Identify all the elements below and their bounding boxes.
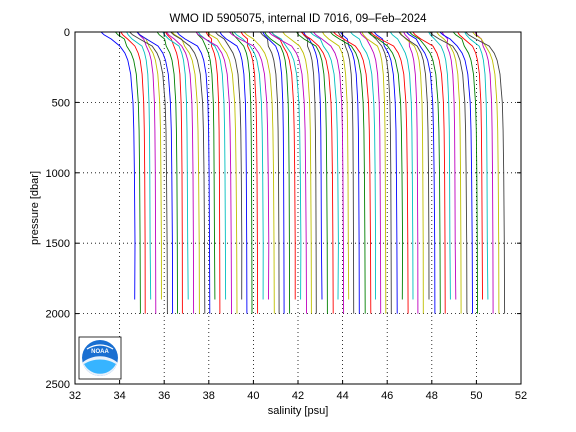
profile-line	[120, 31, 146, 314]
x-tick-label: 38	[203, 390, 215, 402]
profile-line	[231, 31, 253, 314]
profile-line	[398, 31, 430, 300]
profile-line	[303, 31, 323, 300]
profile-line	[361, 31, 387, 314]
profile-line	[129, 31, 168, 314]
profile-line	[264, 31, 291, 314]
profile-line	[115, 31, 141, 314]
x-tick-label: 52	[515, 390, 527, 402]
x-tick-label: 32	[69, 390, 81, 402]
profile-line	[429, 31, 468, 314]
profile-line	[452, 31, 478, 314]
profile-line	[428, 31, 451, 300]
profile-line	[195, 31, 232, 314]
x-tick-label: 48	[426, 390, 438, 402]
profile-line	[195, 31, 216, 300]
profile-line	[436, 31, 462, 314]
x-axis-label: salinity [psu]	[268, 405, 329, 417]
profile-line	[465, 31, 506, 314]
profile-line	[406, 31, 436, 314]
y-tick-label: 2500	[46, 379, 70, 391]
x-tick-label: 50	[470, 390, 482, 402]
profile-line	[282, 31, 312, 314]
profile-line	[176, 31, 211, 314]
y-tick-label: 1500	[46, 238, 70, 250]
profile-line	[329, 31, 366, 314]
x-axis-ticks: 32 34 36 38 40 42 44 46 48 50 52	[69, 32, 527, 402]
profile-line	[403, 31, 419, 314]
profile-line	[100, 31, 136, 300]
grid-lines	[75, 32, 521, 384]
profile-line	[162, 31, 189, 300]
profile-line	[219, 31, 248, 314]
x-tick-label: 44	[336, 390, 348, 402]
profile-line	[271, 31, 296, 300]
profile-line	[205, 31, 221, 314]
profile-line	[464, 31, 489, 300]
profile-line	[412, 31, 446, 314]
y-axis-label: pressure [dbar]	[29, 171, 41, 245]
profile-line	[206, 31, 238, 314]
profile-line	[165, 31, 183, 314]
profile-line	[370, 31, 409, 314]
profile-line	[313, 31, 345, 314]
profile-line	[350, 31, 377, 300]
x-tick-label: 42	[292, 390, 304, 402]
profile-line	[367, 31, 404, 300]
profile-line	[243, 31, 275, 314]
profile-line	[439, 31, 473, 314]
profile-line	[472, 31, 500, 314]
profile-series-group	[100, 31, 506, 314]
y-axis-ticks: 0 500 1000 1500 2000 2500	[46, 27, 521, 391]
profile-line	[268, 31, 307, 314]
profile-line	[126, 31, 152, 300]
noaa-logo: NOAA	[78, 336, 122, 380]
profile-line	[137, 31, 157, 314]
profile-line	[340, 31, 360, 314]
x-tick-label: 34	[113, 390, 125, 402]
profile-line	[259, 31, 280, 314]
profile-line	[270, 31, 302, 300]
y-tick-label: 2000	[46, 309, 70, 321]
profile-line	[156, 31, 178, 314]
x-tick-label: 40	[247, 390, 259, 402]
profile-line	[301, 31, 317, 314]
svg-text:NOAA: NOAA	[91, 349, 109, 355]
profile-line	[300, 31, 334, 314]
x-tick-label: 46	[381, 390, 393, 402]
y-tick-label: 1000	[46, 168, 70, 180]
profile-line	[399, 31, 424, 314]
profile-line	[409, 31, 441, 314]
chart-title: WMO ID 5905075, internal ID 7016, 09–Feb…	[170, 13, 428, 25]
profile-line	[359, 31, 382, 314]
profile-line	[373, 31, 398, 314]
profile-line	[229, 31, 270, 300]
profile-line	[233, 31, 264, 300]
profile-line	[322, 31, 350, 300]
profile-line	[136, 31, 174, 314]
profile-line	[369, 31, 392, 314]
y-tick-label: 500	[52, 97, 70, 109]
profile-line	[441, 31, 457, 300]
x-tick-label: 36	[158, 390, 170, 402]
y-tick-label: 0	[64, 27, 70, 39]
profile-line	[215, 31, 243, 300]
profile-line	[389, 31, 414, 300]
profile-line	[170, 31, 206, 314]
profile-line	[309, 31, 339, 300]
profile-line	[171, 31, 200, 314]
profile-line	[333, 31, 372, 314]
profile-line	[296, 31, 328, 314]
profile-line	[166, 31, 195, 314]
profile-line	[240, 31, 259, 314]
profile-line	[262, 31, 285, 314]
profile-line	[457, 31, 483, 300]
